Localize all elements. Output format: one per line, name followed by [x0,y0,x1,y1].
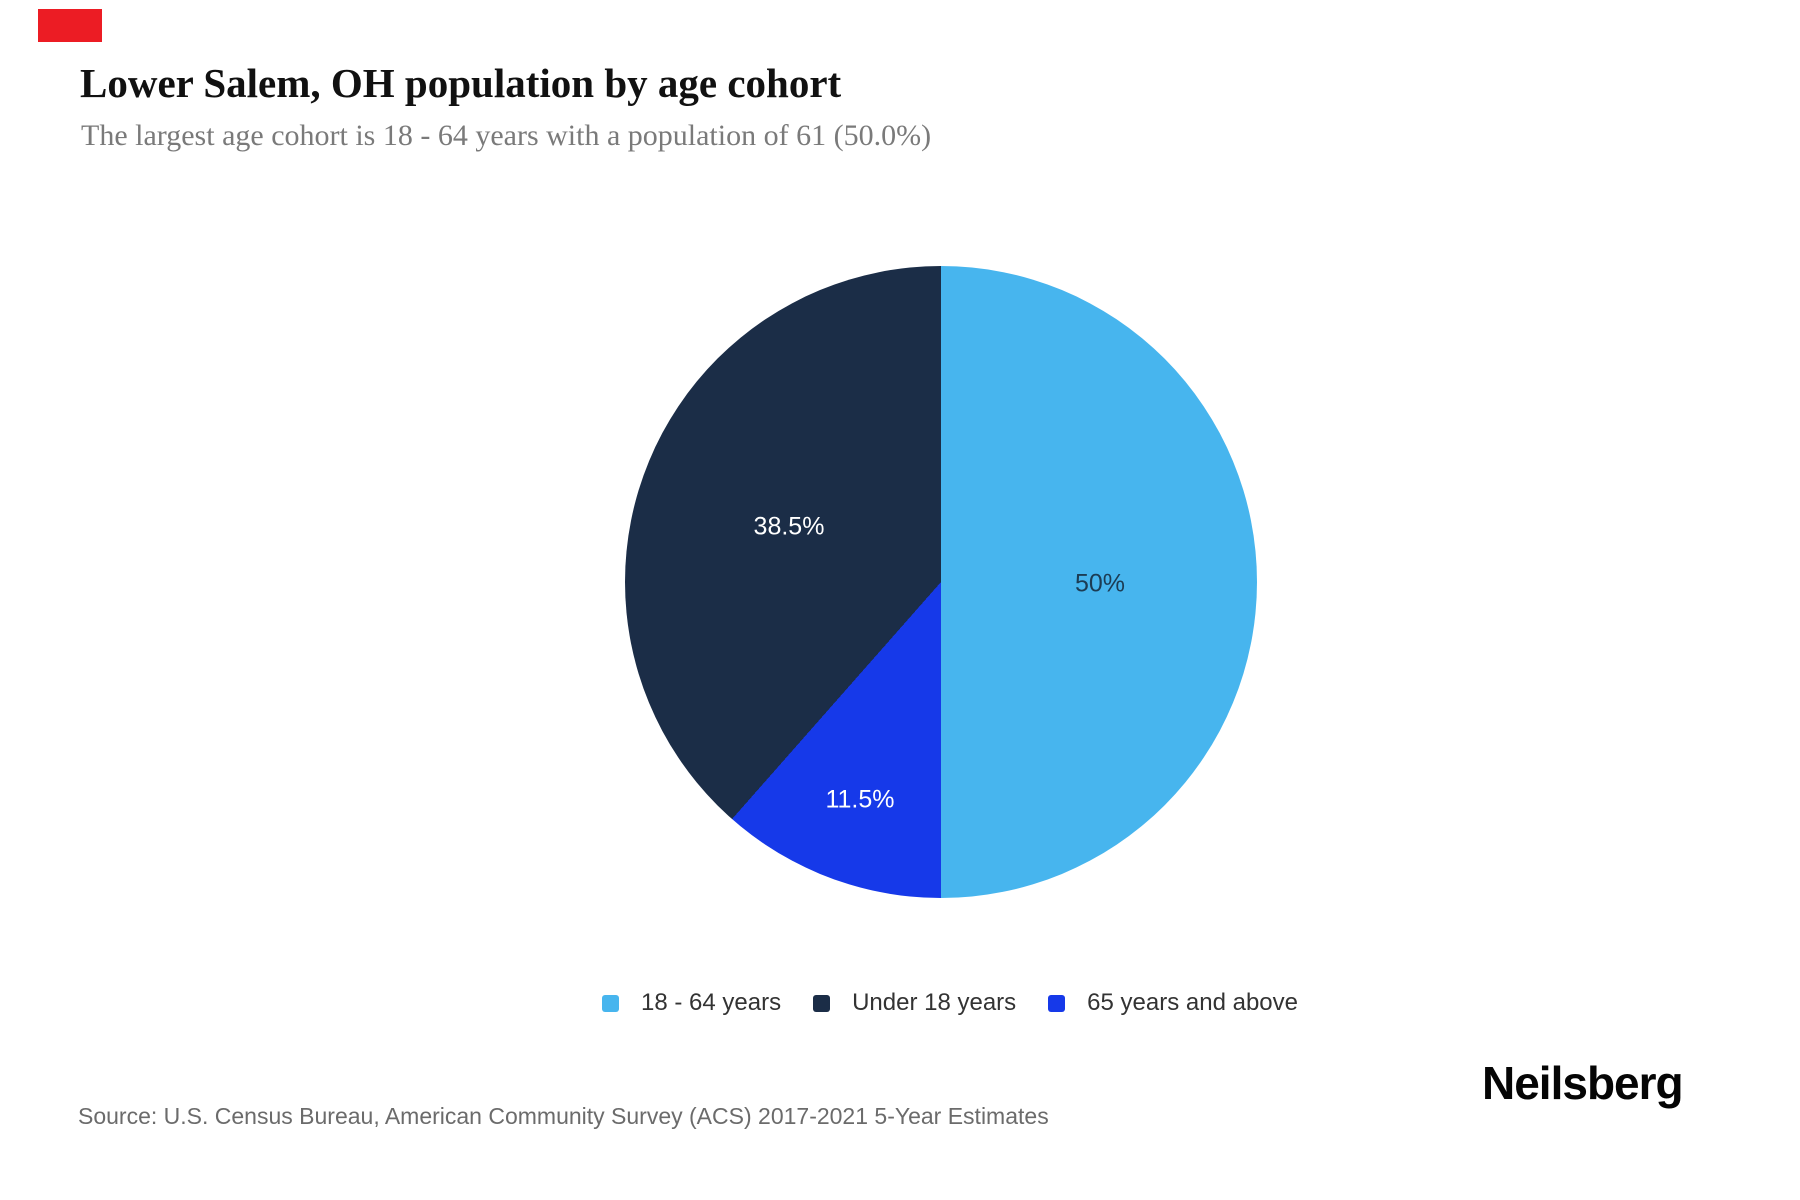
pie-label-65-above: 11.5% [825,785,895,814]
chart-legend: 18 - 64 years Under 18 years 65 years and … [602,988,1298,1018]
legend-item-1[interactable]: Under 18 years [813,989,1016,1017]
pie-label-under-18: 38.5% [753,512,825,541]
pie-chart[interactable] [625,266,1257,898]
legend-item-2[interactable]: 65 years and above [1048,989,1298,1017]
source-note: Source: U.S. Census Bureau, American Com… [78,1103,1049,1129]
legend-swatch-icon [602,994,619,1012]
legend-label: 65 years and above [1087,989,1298,1016]
legend-swatch-icon [813,994,831,1012]
legend-swatch-icon [1048,994,1066,1012]
legend-item-0[interactable]: 18 - 64 years [602,989,781,1017]
chart-subtitle: The largest age cohort is 18 - 64 years … [81,119,932,152]
legend-label: 18 - 64 years [641,989,782,1016]
brand-logo: Neilsberg [1482,1057,1684,1109]
chart-title: Lower Salem, OH population by age cohort [80,60,842,106]
legend-label: Under 18 years [852,989,1017,1016]
pie-label-18-64: 50% [1074,569,1126,598]
red-marker-box [38,9,102,42]
